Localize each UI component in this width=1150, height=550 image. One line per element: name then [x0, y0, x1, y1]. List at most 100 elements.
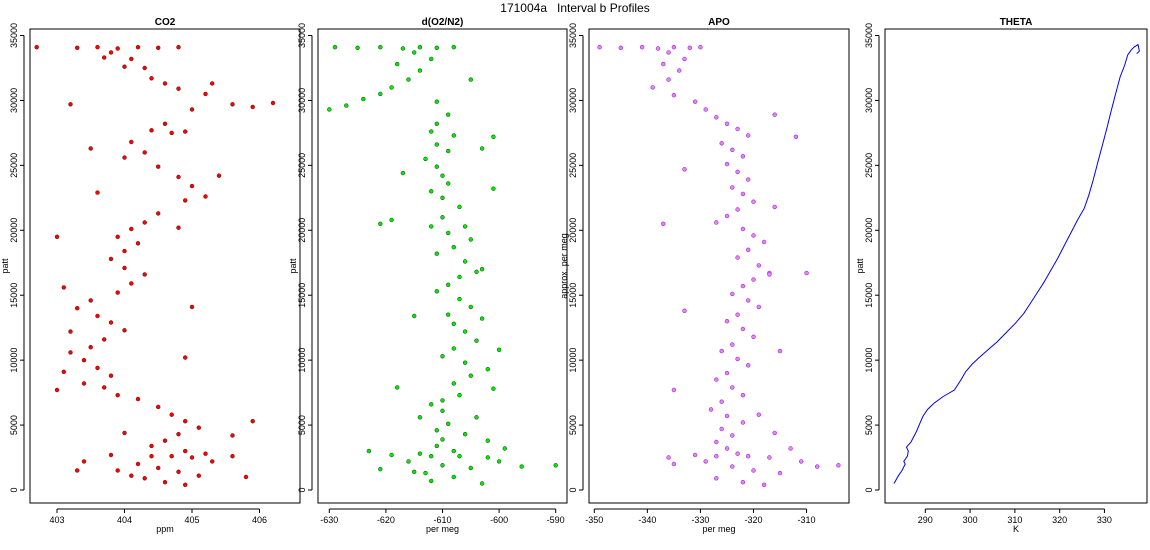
data-point	[682, 167, 687, 172]
data-point	[671, 44, 677, 50]
data-point	[108, 373, 114, 378]
y-tick-label: 25000	[9, 153, 19, 178]
data-point	[122, 64, 127, 69]
data-point	[451, 346, 456, 351]
data-point	[412, 50, 417, 55]
data-point	[61, 369, 66, 374]
data-point	[740, 480, 746, 485]
plot-frame	[29, 28, 301, 504]
data-point	[714, 454, 719, 459]
y-tick-label: 15000	[568, 283, 578, 308]
panel-title: THETA	[1000, 17, 1033, 28]
data-point	[751, 199, 756, 204]
series-line	[893, 43, 1140, 484]
data-point	[327, 107, 332, 112]
x-tick-label: 320	[1052, 515, 1067, 525]
data-point	[81, 381, 87, 386]
x-tick-label: -620	[377, 515, 395, 525]
data-point	[423, 156, 428, 162]
y-tick-label: 20000	[864, 218, 874, 243]
data-point	[730, 291, 735, 297]
data-point	[756, 412, 761, 417]
data-point	[440, 215, 445, 220]
data-point	[74, 306, 80, 311]
data-point	[655, 46, 661, 51]
data-point	[772, 430, 777, 436]
data-point	[474, 415, 479, 420]
data-point	[417, 68, 423, 73]
data-point	[740, 154, 746, 159]
data-point	[108, 320, 114, 325]
data-point	[68, 102, 73, 107]
data-point	[724, 121, 730, 127]
data-point	[735, 169, 740, 175]
data-point	[122, 248, 127, 254]
data-point	[88, 146, 93, 151]
data-point	[355, 45, 360, 50]
data-point	[176, 44, 181, 50]
data-point	[446, 148, 451, 154]
y-tick-label: 15000	[864, 283, 874, 308]
data-point	[597, 44, 602, 50]
data-point	[788, 446, 793, 451]
data-point	[814, 464, 820, 469]
data-point	[714, 439, 719, 445]
data-point	[740, 191, 746, 197]
data-point	[250, 104, 255, 110]
data-point	[429, 129, 434, 134]
x-axis-label: K	[1013, 524, 1019, 534]
data-point	[451, 321, 456, 326]
data-point	[176, 174, 181, 180]
data-point	[176, 225, 181, 230]
data-point	[88, 298, 93, 303]
data-point	[462, 329, 468, 334]
data-point	[129, 281, 134, 286]
data-point	[243, 474, 249, 480]
data-point	[740, 283, 746, 289]
data-point	[142, 220, 147, 225]
data-point	[474, 338, 479, 343]
data-point	[751, 277, 756, 282]
data-point	[703, 107, 708, 112]
data-point	[761, 482, 767, 487]
data-point	[142, 476, 147, 481]
data-point	[740, 393, 746, 398]
x-tick-label: 300	[963, 515, 978, 525]
data-point	[434, 251, 439, 256]
data-point	[135, 44, 141, 50]
data-point	[491, 186, 496, 191]
data-point	[417, 451, 423, 456]
y-tick-label: 5000	[9, 415, 19, 435]
panel-2	[308, 28, 568, 513]
data-point	[793, 134, 799, 140]
data-point	[395, 385, 400, 390]
data-point	[666, 77, 671, 82]
y-tick-label: 30000	[864, 88, 874, 113]
data-point	[468, 373, 473, 378]
data-point	[189, 455, 195, 460]
data-point	[714, 377, 719, 382]
data-point	[692, 99, 698, 104]
data-point	[122, 430, 127, 436]
data-point	[724, 370, 730, 376]
y-axis-label: approx. per meg	[559, 233, 569, 299]
y-tick-label: 20000	[568, 218, 578, 243]
data-point	[730, 385, 735, 390]
data-point	[804, 270, 809, 276]
y-tick-label: 0	[9, 488, 19, 493]
panel-title: d(O2/N2)	[422, 17, 464, 28]
data-point	[724, 213, 730, 219]
data-point	[81, 459, 87, 464]
data-point	[156, 404, 161, 410]
data-point	[344, 103, 349, 108]
data-point	[457, 204, 462, 210]
data-point	[149, 443, 154, 449]
data-point	[417, 44, 423, 50]
y-tick-label: 5000	[297, 415, 307, 435]
data-point	[491, 386, 496, 391]
data-point	[429, 478, 434, 484]
data-point	[724, 319, 730, 324]
data-point	[169, 130, 174, 136]
data-point	[183, 355, 188, 360]
data-point	[203, 451, 208, 456]
